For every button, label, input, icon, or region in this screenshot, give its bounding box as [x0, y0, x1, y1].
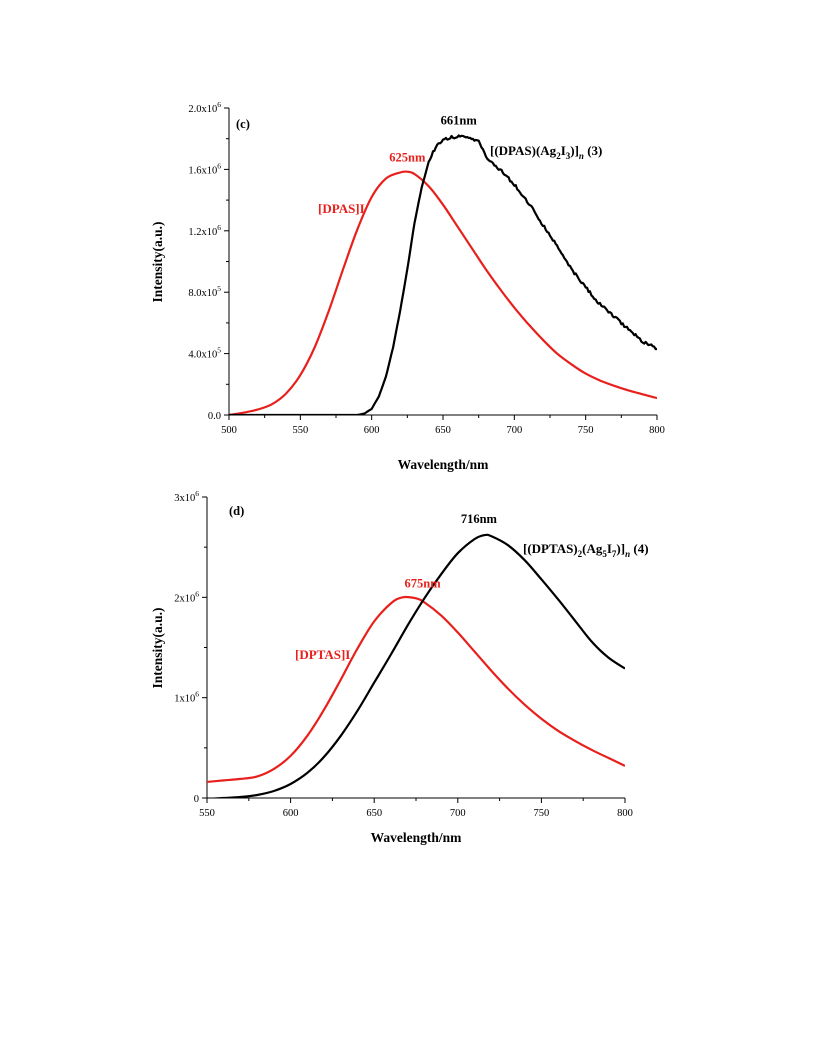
y-tick-label: 1x106: [174, 690, 199, 705]
y-tick-label: 8.0x105: [188, 284, 221, 299]
y-axis-title: Intensity(a.u.): [150, 607, 165, 688]
x-tick-label: 650: [366, 808, 382, 819]
y-tick-label: 0: [194, 794, 199, 805]
x-axis-title: Wavelength/nm: [371, 830, 463, 845]
y-tick-label: 2x106: [174, 589, 199, 604]
x-tick-label: 800: [617, 808, 633, 819]
peak-annotation: 661nm: [441, 113, 478, 127]
series-line-0: [207, 595, 625, 784]
series-line-1: [207, 533, 625, 798]
peak-annotation: 675nm: [405, 576, 442, 590]
x-tick-label: 750: [578, 425, 594, 436]
y-tick-label: 0.0: [208, 411, 221, 422]
x-tick-label: 700: [450, 808, 466, 819]
x-tick-label: 550: [292, 425, 308, 436]
x-tick-label: 800: [649, 425, 665, 436]
series-label: [DPTAS]I: [295, 647, 350, 662]
chart-panel-1: 550 600 650 700 750 800 0 1x106 2x106 3x106 Wavele…: [150, 489, 649, 845]
panel-label: (c): [236, 117, 250, 131]
series-label: [(DPTAS)2(Ag5I7)]n (4): [523, 541, 649, 559]
series-label: [(DPAS)(Ag2I3)]n (3): [490, 143, 602, 161]
peak-annotation: 716nm: [461, 512, 498, 526]
x-tick-label: 550: [199, 808, 215, 819]
y-tick-label: 1.6x106: [188, 161, 221, 176]
y-tick-label: 3x106: [174, 489, 199, 504]
series-line-1: [229, 134, 657, 415]
series-label: [DPAS]I: [318, 201, 365, 216]
y-tick-label: 2.0x106: [188, 100, 221, 115]
y-tick-label: 4.0x105: [188, 346, 221, 361]
x-tick-label: 600: [283, 808, 299, 819]
x-tick-label: 600: [364, 425, 380, 436]
series-line-0: [229, 170, 657, 415]
x-tick-label: 650: [435, 425, 451, 436]
panel-label: (d): [229, 504, 244, 518]
x-tick-label: 500: [221, 425, 237, 436]
x-tick-label: 700: [506, 425, 522, 436]
y-axis-title: Intensity(a.u.): [150, 221, 165, 302]
chart-panel-0: 500 550 600 650 700 750 800 0.0 4.0x105 8.0x105 1.…: [150, 100, 665, 472]
x-axis-title: Wavelength/nm: [398, 457, 490, 472]
x-tick-label: 750: [534, 808, 550, 819]
y-tick-label: 1.2x106: [188, 223, 221, 238]
peak-annotation: 625nm: [389, 151, 426, 165]
